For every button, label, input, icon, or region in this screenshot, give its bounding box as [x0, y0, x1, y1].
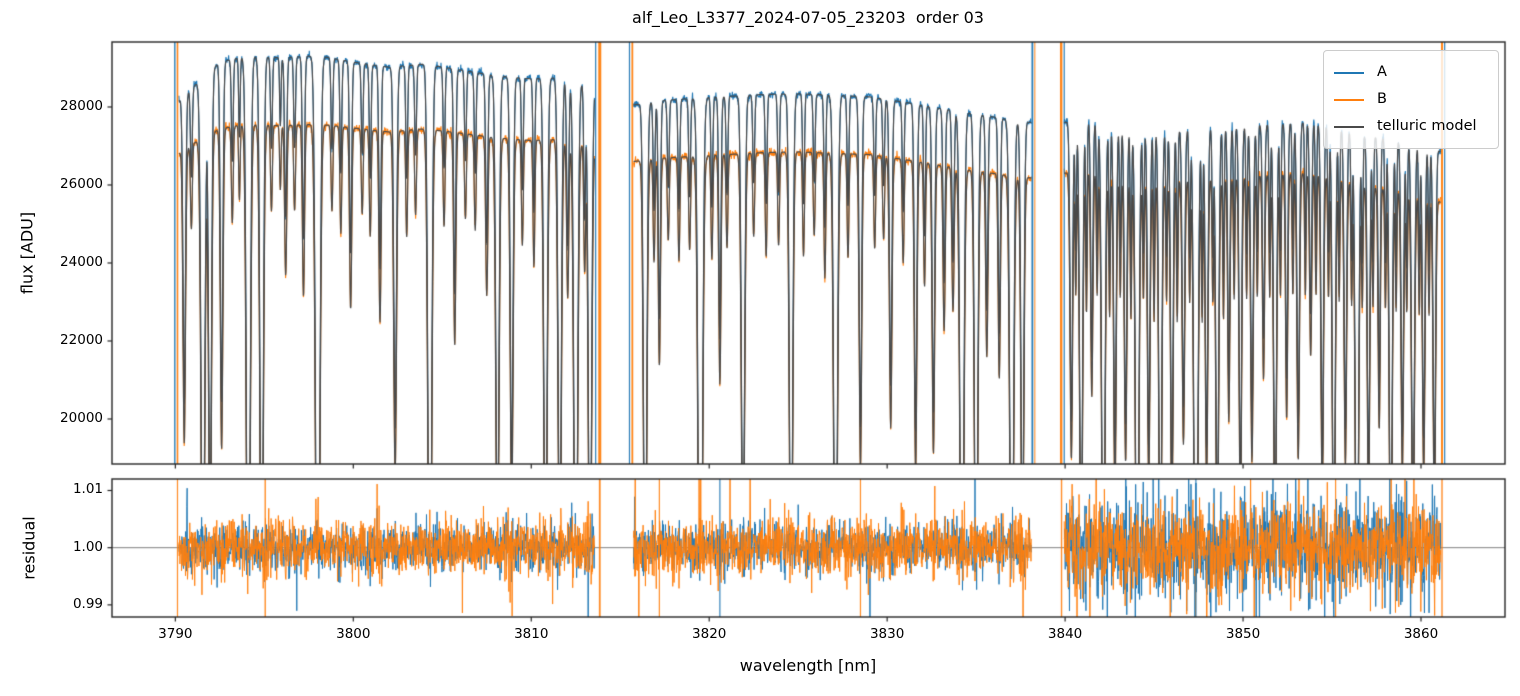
legend-label-a: A: [1377, 64, 1387, 81]
flux-tick-label: 22000: [60, 331, 103, 348]
flux-tick-label: 24000: [60, 253, 103, 270]
legend-item-b: B: [1334, 86, 1488, 113]
flux-tick-label: 26000: [60, 175, 103, 192]
residual-tick-label: 0.99: [72, 595, 103, 612]
legend-item-a: A: [1334, 59, 1488, 86]
x-tick-label: 3810: [514, 626, 549, 642]
chart-title: alf_Leo_L3377_2024-07-05_23203 order 03: [632, 8, 984, 27]
x-tick-label: 3790: [158, 626, 193, 642]
x-axis-label: wavelength [nm]: [739, 656, 877, 675]
legend-line-swatch-a: [1334, 71, 1364, 74]
legend-item-telluric-model: telluric model: [1334, 113, 1488, 140]
flux-tick-label: 28000: [60, 97, 103, 114]
x-tick-label: 3850: [1225, 626, 1261, 642]
flux-tick-label: 20000: [60, 409, 103, 426]
legend-line-swatch-telluric: [1334, 125, 1364, 128]
x-tick-label: 3840: [1047, 626, 1083, 642]
x-tick-label: 3820: [692, 626, 727, 642]
residual-tick-label: 1.01: [72, 481, 103, 498]
residual-tick-label: 1.00: [72, 538, 103, 555]
legend-label-telluric: telluric model: [1377, 118, 1477, 135]
legend: A B telluric model: [1323, 50, 1499, 149]
x-tick-label: 3830: [869, 626, 905, 642]
x-tick-label: 3860: [1403, 626, 1439, 642]
x-tick-label: 3800: [336, 626, 371, 642]
legend-line-swatch-b: [1334, 98, 1364, 101]
legend-label-b: B: [1377, 91, 1387, 108]
